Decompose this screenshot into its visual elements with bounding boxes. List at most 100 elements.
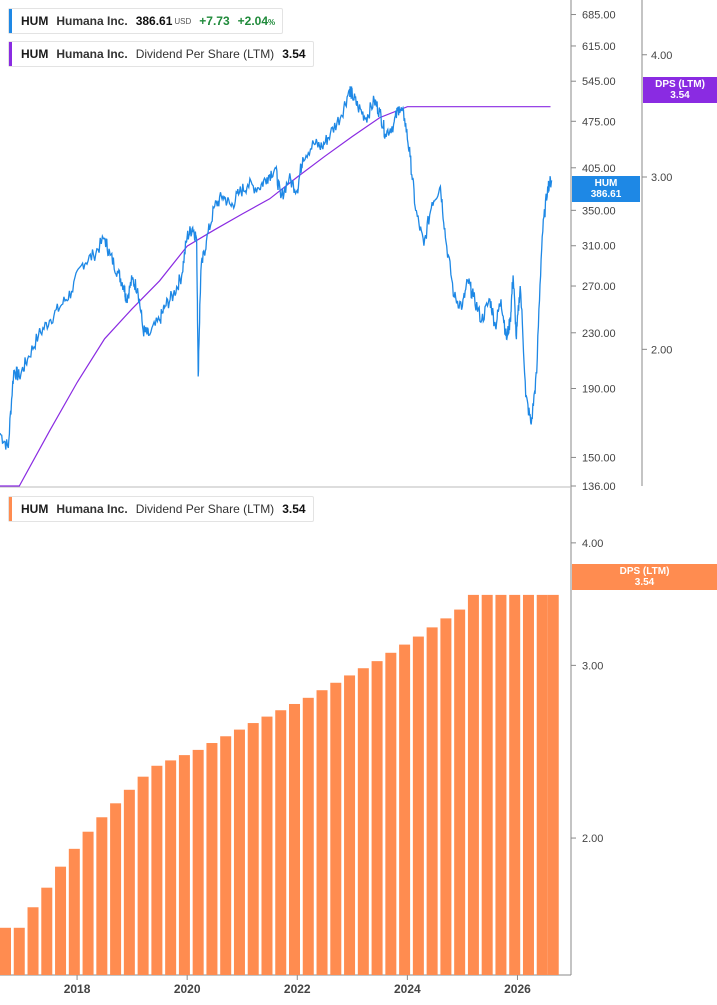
dps-bar-7 [96,817,108,975]
dps-bar-39 [536,594,548,975]
dps-legend-top[interactable]: HUM Humana Inc. Dividend Per Share (LTM)… [8,41,314,67]
dps-legend-top-name: Humana Inc. [56,47,128,61]
price-tick-label-11: 136.00 [582,481,616,493]
dps-bar-15 [206,743,218,975]
dps-bar-8 [110,803,122,975]
price-legend[interactable]: HUM Humana Inc. 386.61 USD +7.73 +2.04% [8,8,284,34]
price-legend-ticker: HUM [21,14,49,28]
dps-top-tag-value: 3.54 [670,90,690,101]
x-tick-label-1: 2020 [174,982,201,996]
dps-legend-bottom-value: 3.54 [282,502,306,516]
dps-bottom-last-value-tag: DPS (LTM) 3.54 [572,564,717,590]
dps-bar-16 [220,736,232,975]
price-legend-change: +7.73 [199,14,230,28]
dps-bars [0,594,559,975]
dps-bar-37 [509,594,521,975]
price-tick-label-10: 150.00 [582,452,616,464]
dps-line [0,106,551,487]
dps-bar-17 [233,729,245,975]
price-tick-label-0: 685.00 [582,10,616,22]
dps-legend-bottom[interactable]: HUM Humana Inc. Dividend Per Share (LTM)… [8,496,314,522]
dps-bottom-tick-label-2: 2.00 [582,833,603,845]
dps-bar-33 [454,609,466,975]
price-legend-name: Humana Inc. [56,14,128,28]
dps-bar-26 [357,668,369,975]
dps-bar-0 [0,927,11,975]
dps-bar-34 [467,594,479,975]
dps-bar-4 [55,866,67,975]
dps-bar-2 [27,907,39,975]
dps-bar-36 [495,594,507,975]
dps-bar-9 [123,789,135,975]
dps-bottom-tag-value: 3.54 [634,577,655,588]
price-legend-currency: USD [174,16,192,26]
dps-legend-top-swatch [9,42,12,66]
price-legend-change-pct: +2.04% [238,14,276,28]
dps-axis-ticks-top: 4.00 3.00 2.00 [642,50,672,356]
dps-bar-3 [41,887,53,975]
price-legend-price: 386.61 [135,14,173,28]
dps-bar-18 [247,723,259,975]
dps-bar-19 [261,716,273,975]
dps-legend-bottom-swatch [9,497,12,521]
dps-bar-29 [399,644,411,975]
dps-bottom-tick-label-0: 4.00 [582,538,603,550]
dps-bar-23 [316,690,328,975]
dps-top-last-value-tag: DPS (LTM) 3.54 [643,77,717,103]
price-legend-swatch [9,9,12,33]
dps-bar-25 [344,675,356,975]
dps-legend-bottom-metric: Dividend Per Share (LTM) [135,502,275,516]
price-tick-label-4: 405.00 [582,163,616,175]
price-legend-pct-sign: % [268,18,276,27]
dps-bar-35 [481,594,493,975]
x-tick-label-4: 2026 [504,982,531,996]
dps-bar-28 [385,652,397,975]
price-tick-label-2: 545.00 [582,76,616,88]
dps-bar-14 [192,749,204,975]
dps-bar-10 [137,776,149,975]
dps-bar-13 [178,755,190,975]
price-tick-label-3: 475.00 [582,116,616,128]
x-tick-label-0: 2018 [64,982,91,996]
price-tick-label-6: 310.00 [582,241,616,253]
dps-top-tick-label-1: 3.00 [651,172,672,184]
x-axis-ticks: 2018 2020 2022 2024 2026 [64,975,531,996]
dps-axis-ticks-bottom: 4.00 3.00 2.00 [571,538,603,845]
dps-bar-30 [412,636,424,975]
price-tick-label-5: 350.00 [582,205,616,217]
price-tick-label-9: 190.00 [582,383,616,395]
dps-bar-1 [13,927,25,975]
dps-top-tick-label-0: 4.00 [651,50,672,62]
dps-legend-bottom-ticker: HUM [21,502,49,516]
x-tick-label-3: 2024 [394,982,421,996]
dps-bottom-tag-label: DPS (LTM) [619,566,670,577]
x-tick-label-2: 2022 [284,982,311,996]
price-tick-label-8: 230.00 [582,328,616,340]
price-tag-value: 386.61 [590,189,622,200]
dps-bar-24 [330,682,342,975]
price-tick-label-1: 615.00 [582,41,616,53]
dps-bar-21 [289,703,301,975]
dps-bar-32 [440,618,452,975]
dps-bar-27 [371,661,383,975]
price-tag-label: HUM [594,178,618,189]
dps-legend-bottom-name: Humana Inc. [56,502,128,516]
price-axis-ticks: 685.00 615.00 545.00 475.00 405.00 350.00 310.… [571,10,616,493]
dps-top-tag-label: DPS (LTM) [655,79,705,90]
dps-bar-38 [522,594,534,975]
dps-bar-6 [82,831,94,975]
dps-bar-12 [165,760,177,975]
dps-bar-31 [426,627,438,975]
dps-legend-top-metric: Dividend Per Share (LTM) [135,47,275,61]
dps-bottom-tick-label-1: 3.00 [582,660,603,672]
dps-legend-top-ticker: HUM [21,47,49,61]
dps-bar-40 [547,594,559,975]
dps-bar-20 [275,710,287,975]
dps-top-tick-label-2: 2.00 [651,344,672,356]
dps-bar-11 [151,765,163,975]
dps-bar-5 [68,848,80,975]
dps-legend-top-value: 3.54 [282,47,306,61]
dps-bar-22 [302,697,314,975]
price-last-value-tag: HUM 386.61 [572,176,640,202]
